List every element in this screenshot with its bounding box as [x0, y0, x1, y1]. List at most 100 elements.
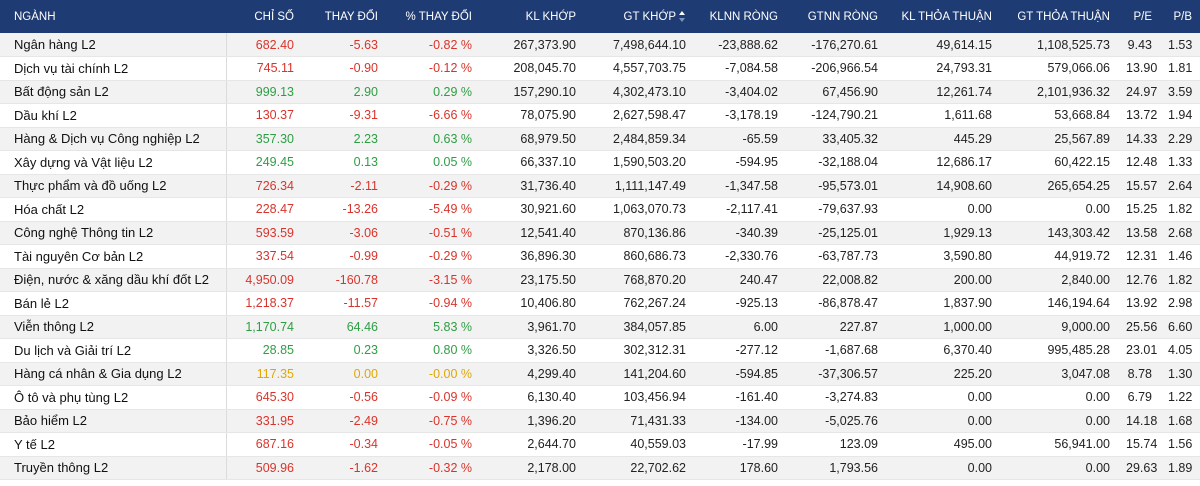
table-row[interactable]: Dịch vụ tài chính L2 745.11 -0.90 -0.12 % 20…: [0, 56, 1200, 81]
table-row[interactable]: Truyền thông L2 509.96 -1.62 -0.32 % 2,178.0…: [0, 456, 1200, 480]
column-header-kl-thoa-thuan[interactable]: KL THỎA THUẬN: [886, 0, 1000, 33]
sector-name-cell[interactable]: Tài nguyên Cơ bản L2: [0, 244, 226, 269]
index-value-cell: 337.54: [225, 244, 302, 269]
column-header-gt-khop[interactable]: GT KHỚP: [584, 0, 694, 33]
table-row[interactable]: Dầu khí L2 130.37 -9.31 -6.66 % 78,075.90 2,6…: [0, 103, 1200, 128]
table-row[interactable]: Xây dựng và Vật liệu L2 249.45 0.13 0.05 % 6…: [0, 150, 1200, 175]
sector-name-cell[interactable]: Bất động sản L2: [0, 80, 226, 104]
table-row[interactable]: Ô tô và phụ tùng L2 645.30 -0.56 -0.09 % 6,1…: [0, 385, 1200, 410]
table-row[interactable]: Viễn thông L2 1,170.74 64.46 5.83 % 3,961.70…: [0, 315, 1200, 339]
sector-name-cell[interactable]: Dịch vụ tài chính L2: [0, 56, 226, 81]
pb-cell: 2.29: [1160, 127, 1200, 151]
column-header-gt-nn-rong[interactable]: GTNN RÒNG: [786, 0, 886, 33]
sector-name-cell[interactable]: Thực phẩm và đồ uống L2: [0, 174, 226, 198]
matched-volume-cell: 1,396.20: [480, 409, 584, 433]
change-cell: 2.23: [302, 127, 386, 151]
matched-value-cell: 1,063,070.73: [584, 197, 694, 222]
pe-cell: 12.48: [1118, 150, 1160, 175]
pct-change-cell: -3.15 %: [386, 268, 480, 292]
pe-cell: 25.56: [1118, 315, 1160, 339]
negotiated-volume-cell: 6,370.40: [886, 338, 1000, 363]
table-row[interactable]: Hàng & Dịch vụ Công nghiệp L2 357.30 2.23 0…: [0, 127, 1200, 151]
negotiated-volume-cell: 12,686.17: [886, 150, 1000, 175]
pct-change-cell: -0.00 %: [386, 362, 480, 386]
change-cell: -0.56: [302, 385, 386, 410]
foreign-net-volume-cell: -277.12: [694, 338, 786, 363]
pe-cell: 13.90: [1118, 56, 1160, 81]
negotiated-value-cell: 1,108,525.73: [1000, 33, 1118, 57]
sector-name-cell[interactable]: Y tế L2: [0, 432, 226, 457]
change-cell: -9.31: [302, 103, 386, 128]
column-header-pb[interactable]: P/B: [1160, 0, 1200, 33]
table-row[interactable]: Bất động sản L2 999.13 2.90 0.29 % 157,290.1…: [0, 80, 1200, 104]
sector-name-cell[interactable]: Dầu khí L2: [0, 103, 226, 128]
pb-cell: 1.68: [1160, 409, 1200, 433]
sector-name-cell[interactable]: Bảo hiểm L2: [0, 409, 226, 433]
pe-cell: 12.31: [1118, 244, 1160, 269]
negotiated-value-cell: 0.00: [1000, 197, 1118, 222]
table-row[interactable]: Hàng cá nhân & Gia dụng L2 117.35 0.00 -0.0…: [0, 362, 1200, 386]
column-header-label: THAY ĐỔI: [324, 10, 378, 23]
pct-change-cell: -0.51 %: [386, 221, 480, 245]
table-row[interactable]: Bán lẻ L2 1,218.37 -11.57 -0.94 % 10,406.80 7…: [0, 291, 1200, 316]
sector-name-cell[interactable]: Bán lẻ L2: [0, 291, 226, 316]
pe-cell: 14.33: [1118, 127, 1160, 151]
column-header-gt-thoa-thuan[interactable]: GT THỎA THUẬN: [1000, 0, 1118, 33]
table-row[interactable]: Ngân hàng L2 682.40 -5.63 -0.82 % 267,373.90…: [0, 33, 1200, 57]
change-cell: -13.26: [302, 197, 386, 222]
negotiated-volume-cell: 12,261.74: [886, 80, 1000, 104]
pb-cell: 1.33: [1160, 150, 1200, 175]
foreign-net-value-cell: 1,793.56: [786, 456, 886, 480]
column-header-pe[interactable]: P/E: [1118, 0, 1160, 33]
matched-value-cell: 762,267.24: [584, 291, 694, 316]
sector-name-cell[interactable]: Điện, nước & xăng dầu khí đốt L2: [0, 268, 226, 292]
table-row[interactable]: Công nghệ Thông tin L2 593.59 -3.06 -0.51 %…: [0, 221, 1200, 245]
foreign-net-value-cell: -86,878.47: [786, 291, 886, 316]
sector-name-cell[interactable]: Viễn thông L2: [0, 315, 226, 339]
pe-cell: 6.79: [1118, 385, 1160, 410]
matched-volume-cell: 12,541.40: [480, 221, 584, 245]
sector-name-cell[interactable]: Ngân hàng L2: [0, 33, 226, 57]
column-header-nganh[interactable]: NGÀNH: [0, 0, 226, 33]
column-header-pct-thay-doi[interactable]: % THAY ĐỔI: [386, 0, 480, 33]
column-header-kl-nn-rong[interactable]: KLNN RÒNG: [694, 0, 786, 33]
index-value-cell: 999.13: [225, 80, 302, 104]
table-row[interactable]: Bảo hiểm L2 331.95 -2.49 -0.75 % 1,396.20 71,…: [0, 409, 1200, 433]
column-header-kl-khop[interactable]: KL KHỚP: [480, 0, 584, 33]
matched-volume-cell: 31,736.40: [480, 174, 584, 198]
table-row[interactable]: Điện, nước & xăng dầu khí đốt L2 4,950.09…: [0, 268, 1200, 292]
table-row[interactable]: Hóa chất L2 228.47 -13.26 -5.49 % 30,921.60 1…: [0, 197, 1200, 222]
foreign-net-volume-cell: 240.47: [694, 268, 786, 292]
column-header-label: P/E: [1133, 10, 1152, 23]
sector-name-cell[interactable]: Hàng & Dịch vụ Công nghiệp L2: [0, 127, 226, 151]
sector-name-cell[interactable]: Ô tô và phụ tùng L2: [0, 385, 226, 410]
change-cell: 0.23: [302, 338, 386, 363]
sector-name-cell[interactable]: Hóa chất L2: [0, 197, 226, 222]
pb-cell: 1.89: [1160, 456, 1200, 480]
foreign-net-volume-cell: -340.39: [694, 221, 786, 245]
index-value-cell: 28.85: [225, 338, 302, 363]
pct-change-cell: -6.66 %: [386, 103, 480, 128]
pct-change-cell: 0.29 %: [386, 80, 480, 104]
table-row[interactable]: Tài nguyên Cơ bản L2 337.54 -0.99 -0.29 % 36…: [0, 244, 1200, 269]
table-row[interactable]: Du lịch và Giải trí L2 28.85 0.23 0.80 % 3,3…: [0, 338, 1200, 363]
pct-change-cell: 0.80 %: [386, 338, 480, 363]
sector-name-cell[interactable]: Du lịch và Giải trí L2: [0, 338, 226, 363]
pe-cell: 15.25: [1118, 197, 1160, 222]
sector-name-cell[interactable]: Xây dựng và Vật liệu L2: [0, 150, 226, 175]
column-header-thay-doi[interactable]: THAY ĐỔI: [302, 0, 386, 33]
column-header-label: GT THỎA THUẬN: [1017, 10, 1110, 23]
pb-cell: 1.82: [1160, 197, 1200, 222]
sector-name-cell[interactable]: Truyền thông L2: [0, 456, 226, 480]
pb-cell: 1.94: [1160, 103, 1200, 128]
sector-name-cell[interactable]: Công nghệ Thông tin L2: [0, 221, 226, 245]
negotiated-value-cell: 56,941.00: [1000, 432, 1118, 457]
column-header-chi-so[interactable]: CHỈ SỐ: [226, 0, 302, 33]
matched-volume-cell: 36,896.30: [480, 244, 584, 269]
table-row[interactable]: Y tế L2 687.16 -0.34 -0.05 % 2,644.70 40,559.…: [0, 432, 1200, 457]
table-row[interactable]: Thực phẩm và đồ uống L2 726.34 -2.11 -0.29 …: [0, 174, 1200, 198]
sector-name-cell[interactable]: Hàng cá nhân & Gia dụng L2: [0, 362, 226, 386]
pe-cell: 13.58: [1118, 221, 1160, 245]
sort-desc-icon[interactable]: [679, 10, 686, 22]
column-header-label: CHỈ SỐ: [254, 10, 294, 23]
